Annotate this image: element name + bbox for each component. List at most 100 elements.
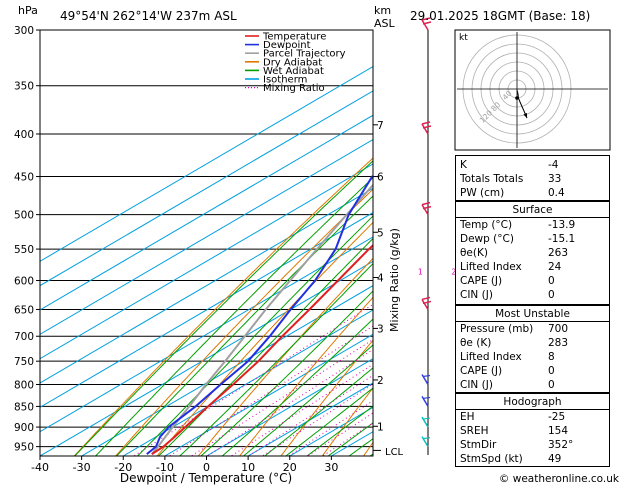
temperature-tick-label: 10: [241, 461, 255, 474]
mu-label: CAPE (J): [460, 365, 503, 377]
index-label: Totals Totals: [460, 173, 524, 185]
surface-value: -15.1: [548, 233, 576, 245]
hodograph-table-title: Hodograph: [503, 396, 562, 408]
mixing-ratio-line: [230, 363, 373, 456]
legend-label: Temperature: [262, 32, 326, 43]
mixing-ratio-label: 1: [418, 267, 423, 276]
datetime-title: 29.01.2025 18GMT (Base: 18): [410, 9, 590, 23]
isotherm-line: [40, 66, 373, 262]
dry-adiabat-line: [238, 296, 373, 456]
hodograph-arrowhead: [523, 113, 527, 118]
hodo-row: StmSpd (kt) 49: [460, 452, 605, 466]
wet-adiabat-line: [74, 160, 373, 456]
km-tick-label: 5: [377, 227, 384, 239]
pressure-tick-label: 750: [14, 356, 34, 368]
mixing-ratio-line: [287, 400, 373, 456]
km-tick-label: 6: [377, 172, 384, 184]
pressure-tick-label: 650: [14, 304, 34, 316]
pressure-tick-label: 350: [14, 81, 34, 93]
mu-row: Lifted Index 8: [460, 350, 605, 364]
km-tick-label: 7: [377, 120, 384, 132]
surface-value: 0: [548, 275, 555, 287]
isotherm-line: [122, 309, 373, 456]
km-label: km: [374, 4, 391, 17]
surface-row: Dewp (°C) -15.1: [460, 232, 605, 246]
mixing-ratio-label: 2: [452, 267, 457, 276]
parcel-trajectory-line: [151, 183, 373, 455]
mixing-ratio-line: [261, 383, 373, 456]
wind-barb-flag: [422, 125, 432, 129]
lcl-label: LCL: [385, 447, 404, 458]
mu-value: 0: [548, 365, 555, 377]
wet-adiabat-line: [179, 262, 373, 456]
surface-value: 263: [548, 247, 569, 259]
surface-value: -13.9: [548, 219, 576, 231]
index-row-pw: PW (cm) 0.4: [460, 186, 605, 200]
mu-row: θe (K) 283: [460, 336, 605, 350]
mu-value: 8: [548, 351, 555, 363]
surface-value: 0: [548, 289, 555, 301]
dry-adiabat-line: [611, 30, 629, 458]
pressure-tick-label: 900: [14, 422, 34, 434]
pressure-tick-label: 950: [14, 442, 34, 454]
pressure-tick-label: 450: [14, 172, 34, 184]
wet-adiabat-line: [221, 318, 373, 456]
wet-adiabat-line: [136, 215, 373, 456]
surface-label: Dewp (°C): [460, 233, 514, 245]
pressure-tick-label: 550: [14, 244, 34, 256]
legend-label: Isotherm: [263, 75, 307, 86]
hodograph-table-panel: Hodograph EH -25 SREH 154 StmDir 352° StmSp…: [455, 393, 610, 467]
wet-adiabat-line: [115, 195, 373, 456]
x-axis-label: Dewpoint / Temperature (°C): [120, 471, 292, 485]
wind-barb-flag: [421, 121, 431, 125]
temperature-tick-label: -10: [156, 461, 174, 474]
wind-barb-flag: [421, 17, 431, 21]
mixing-ratio-line: [206, 348, 373, 456]
mu-row: CIN (J) 0: [460, 378, 605, 392]
isotherm-line: [40, 139, 373, 335]
hodograph-trace: [516, 89, 528, 119]
km-tick-label: 1: [377, 421, 384, 433]
wet-adiabat-line: [242, 344, 373, 456]
pressure-tick-label: 850: [14, 401, 34, 413]
temperature-tick-label: 20: [283, 461, 297, 474]
pressure-tick-label: 700: [14, 331, 34, 343]
wet-adiabat-line: [285, 387, 373, 456]
mixing-ratio-line: [168, 325, 373, 456]
temperature-tick-label: 30: [324, 461, 338, 474]
legend-label: Wet Adiabat: [263, 66, 324, 77]
mu-label: Pressure (mb): [460, 323, 534, 335]
pressure-tick-label: 800: [14, 380, 34, 392]
surface-label: Lifted Index: [460, 261, 522, 273]
pressure-tick-label: 600: [14, 276, 34, 288]
wind-barb: [421, 123, 429, 135]
dewpoint-line: [146, 175, 373, 455]
most-unstable-panel: Most Unstable Pressure (mb) 700 θe (K) 283…: [455, 305, 610, 393]
hodo-row: SREH 154: [460, 424, 605, 438]
wind-barb-flag: [422, 374, 431, 378]
hodograph-frame: [454, 29, 611, 151]
legend-label: Mixing Ratio: [263, 83, 325, 94]
asl-label: ASL: [374, 17, 396, 30]
hodo-label: EH: [460, 411, 475, 423]
index-label: K: [460, 159, 467, 171]
wind-barb-flag: [421, 296, 431, 301]
location-title: 49°54'N 262°14'W 237m ASL: [60, 9, 237, 23]
isotherm-line: [40, 114, 373, 311]
surface-row: Temp (°C) -13.9: [460, 218, 605, 232]
pressure-tick-label: 400: [14, 129, 34, 141]
hodo-row: StmDir 352°: [460, 438, 605, 452]
mu-value: 700: [548, 323, 569, 335]
wind-barb-flag: [422, 417, 431, 420]
surface-label: θe(K): [460, 247, 488, 259]
dry-adiabat-line: [73, 157, 373, 456]
mixing-ratio-line: [247, 374, 373, 456]
dry-adiabat-line: [156, 221, 373, 456]
temperature-tick-label: -30: [73, 461, 91, 474]
isotherm-line: [40, 163, 373, 360]
wet-adiabat-line: [306, 405, 373, 456]
hodograph-unit-label: kt: [459, 33, 468, 43]
wet-adiabat-line: [263, 367, 373, 456]
wind-barb-flag: [422, 21, 432, 25]
